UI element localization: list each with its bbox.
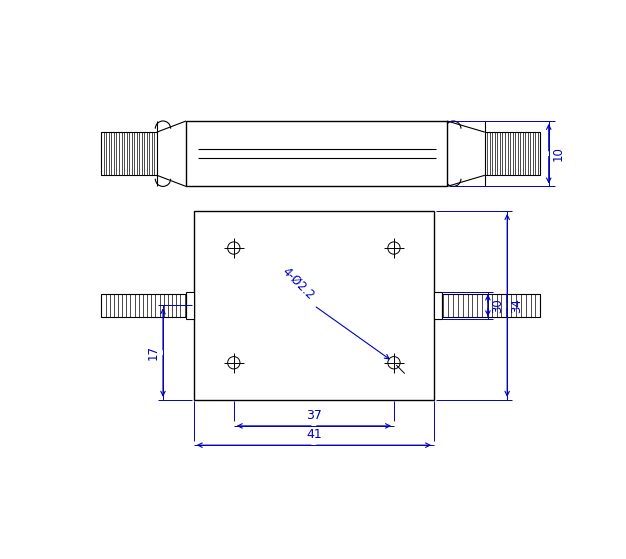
Text: 41: 41 — [306, 428, 322, 441]
Bar — [434, 292, 442, 319]
Bar — [101, 294, 186, 317]
Bar — [442, 294, 540, 317]
Text: 37: 37 — [306, 409, 322, 422]
Text: 17: 17 — [147, 345, 160, 360]
Bar — [186, 121, 447, 187]
Bar — [186, 292, 194, 319]
Text: 10: 10 — [552, 146, 565, 161]
Bar — [194, 211, 434, 400]
Text: 30: 30 — [491, 298, 504, 313]
Bar — [485, 132, 540, 176]
Bar — [101, 132, 157, 176]
Text: 4-Ø2.2: 4-Ø2.2 — [280, 265, 317, 302]
Text: 34: 34 — [510, 298, 523, 313]
